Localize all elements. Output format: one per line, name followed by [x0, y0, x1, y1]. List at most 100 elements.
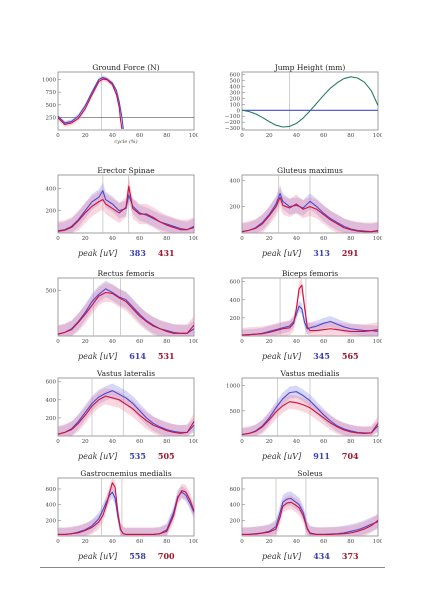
x-tick-label: 0 [56, 339, 60, 345]
y-tick-label: 1000 [42, 78, 56, 84]
gluteus-maximus-panel: Gluteus maximus 200 400 0 20 40 60 80 100 peak [u… [222, 165, 383, 267]
y-tick-label: 600 [230, 72, 241, 78]
plot-frame [57, 277, 195, 337]
x-tick-label: 0 [240, 236, 244, 242]
x-tick-label: 0 [56, 539, 60, 545]
peak-value-blue: 345 [313, 351, 330, 361]
x-tick-label: 100 [189, 339, 198, 345]
y-tick-label: 200 [230, 205, 241, 211]
series-blue-line [57, 288, 195, 335]
series-red-line [57, 185, 195, 232]
y-tick-label: 400 [230, 298, 241, 304]
x-tick-label: 60 [320, 339, 327, 345]
y-tick-label: 400 [46, 398, 57, 404]
x-tick-label: 60 [320, 439, 327, 445]
x-tick-label: 100 [189, 539, 198, 545]
series-blue-line [57, 76, 124, 130]
peak-value-blue: 313 [313, 248, 330, 258]
x-tick-label: 20 [266, 439, 273, 445]
erector-spinae-chart: Erector Spinae 200 400 0 20 40 60 80 100 [46, 166, 199, 242]
peak-value-blue: 614 [129, 351, 146, 361]
x-tick-label: 0 [240, 439, 244, 445]
plot-frame [57, 377, 195, 437]
x-tick-label: 60 [320, 133, 327, 139]
x-tick-label: 80 [347, 133, 354, 139]
x-tick-label: 20 [266, 339, 273, 345]
y-tick-label: −100 [225, 114, 241, 120]
chart-title: Vastus medialis [280, 369, 340, 378]
peak-values-row: peak [uV] 313 291 [262, 248, 359, 258]
ground-force-chart: Ground Force (N) 250 500 750 1000 0 20 40 60 80 10… [42, 63, 198, 144]
x-tick-label: 0 [240, 133, 244, 139]
biceps-femoris-panel: Biceps femoris 200 400 600 0 20 40 60 80 100 peak … [222, 268, 383, 370]
peak-label: peak [uV] [78, 452, 118, 461]
x-tick-label: 20 [82, 133, 89, 139]
x-tick-label: 100 [189, 236, 198, 242]
series-red-line [57, 395, 195, 435]
peak-values-row: peak [uV] 535 505 [78, 451, 175, 461]
peak-values-row: peak [uV] 911 704 [262, 451, 359, 461]
x-tick-label: 40 [293, 133, 300, 139]
chart-title: Gluteus maximus [277, 166, 343, 175]
peak-value-blue: 383 [129, 248, 146, 258]
series-blue-line [241, 192, 379, 233]
x-tick-label: 100 [189, 439, 198, 445]
chart-title: Biceps femoris [282, 269, 338, 278]
x-tick-label: 20 [82, 339, 89, 345]
peak-label: peak [uV] [262, 352, 302, 361]
peak-value-blue: 558 [129, 551, 146, 561]
series-red-line [241, 401, 379, 436]
x-tick-label: 0 [56, 133, 60, 139]
gastrocnemius-medialis-chart: Gastrocnemius medialis 200 400 600 0 20 40 60 80… [46, 469, 199, 545]
peak-value-red: 291 [341, 248, 359, 258]
y-tick-label: 600 [230, 487, 241, 493]
y-tick-label: 200 [46, 518, 57, 524]
peak-values-row: peak [uV] 614 531 [78, 351, 175, 361]
y-tick-label: 400 [230, 178, 241, 184]
y-tick-label: 100 [230, 102, 241, 108]
peak-values-row: peak [uV] 345 565 [262, 351, 359, 361]
peak-values-row: peak [uV] 558 700 [78, 551, 175, 561]
series-green-line [241, 76, 379, 128]
soleus-chart: Soleus 200 400 600 0 20 40 60 80 100 [230, 469, 383, 545]
peak-value-red: 700 [157, 551, 175, 561]
x-tick-label: 100 [373, 236, 382, 242]
peak-values-row: peak [uV] 434 373 [262, 551, 359, 561]
x-tick-label: 100 [373, 133, 382, 139]
erector-spinae-panel: Erector Spinae 200 400 0 20 40 60 80 100 peak [uV… [38, 165, 199, 267]
peak-label: peak [uV] [78, 552, 118, 561]
y-tick-label: 600 [230, 280, 241, 286]
x-tick-label: 20 [266, 133, 273, 139]
bottom-rule [40, 567, 385, 568]
series-blue-band [58, 280, 194, 336]
peak-value-blue: 434 [313, 551, 330, 561]
soleus-panel: Soleus 200 400 600 0 20 40 60 80 100 peak [uV] 434 3… [222, 468, 383, 570]
x-tick-label: 100 [373, 539, 382, 545]
y-tick-label: 300 [230, 90, 241, 96]
x-tick-label: 60 [136, 133, 143, 139]
y-tick-label: 500 [46, 103, 57, 109]
y-tick-label: 250 [46, 115, 57, 121]
y-tick-label: 0 [237, 108, 241, 114]
chart-title: Gastrocnemius medialis [80, 469, 171, 478]
chart-title: Jump Height (mm) [274, 63, 346, 72]
x-tick-label: 80 [163, 236, 170, 242]
y-tick-label: 400 [46, 503, 57, 509]
peak-label: peak [uV] [78, 352, 118, 361]
series-blue-line [241, 391, 379, 436]
x-tick-label: 40 [293, 339, 300, 345]
y-tick-label: 400 [230, 84, 241, 90]
rectus-femoris-panel: Rectus femoris 500 0 20 40 60 80 100 peak [uV] 61… [38, 268, 199, 370]
peak-value-red: 373 [341, 551, 359, 561]
x-tick-label: 80 [163, 133, 170, 139]
x-tick-label: 100 [373, 439, 382, 445]
peak-value-red: 704 [341, 451, 359, 461]
x-tick-label: 20 [266, 236, 273, 242]
x-tick-label: 20 [82, 439, 89, 445]
vastus-medialis-chart: Vastus medialis 500 1000 0 20 40 60 80 100 [226, 369, 382, 445]
x-tick-label: 60 [320, 236, 327, 242]
x-tick-label: 80 [163, 439, 170, 445]
series-red-band [242, 394, 378, 436]
x-tick-label: 80 [163, 339, 170, 345]
x-tick-label: 20 [82, 236, 89, 242]
